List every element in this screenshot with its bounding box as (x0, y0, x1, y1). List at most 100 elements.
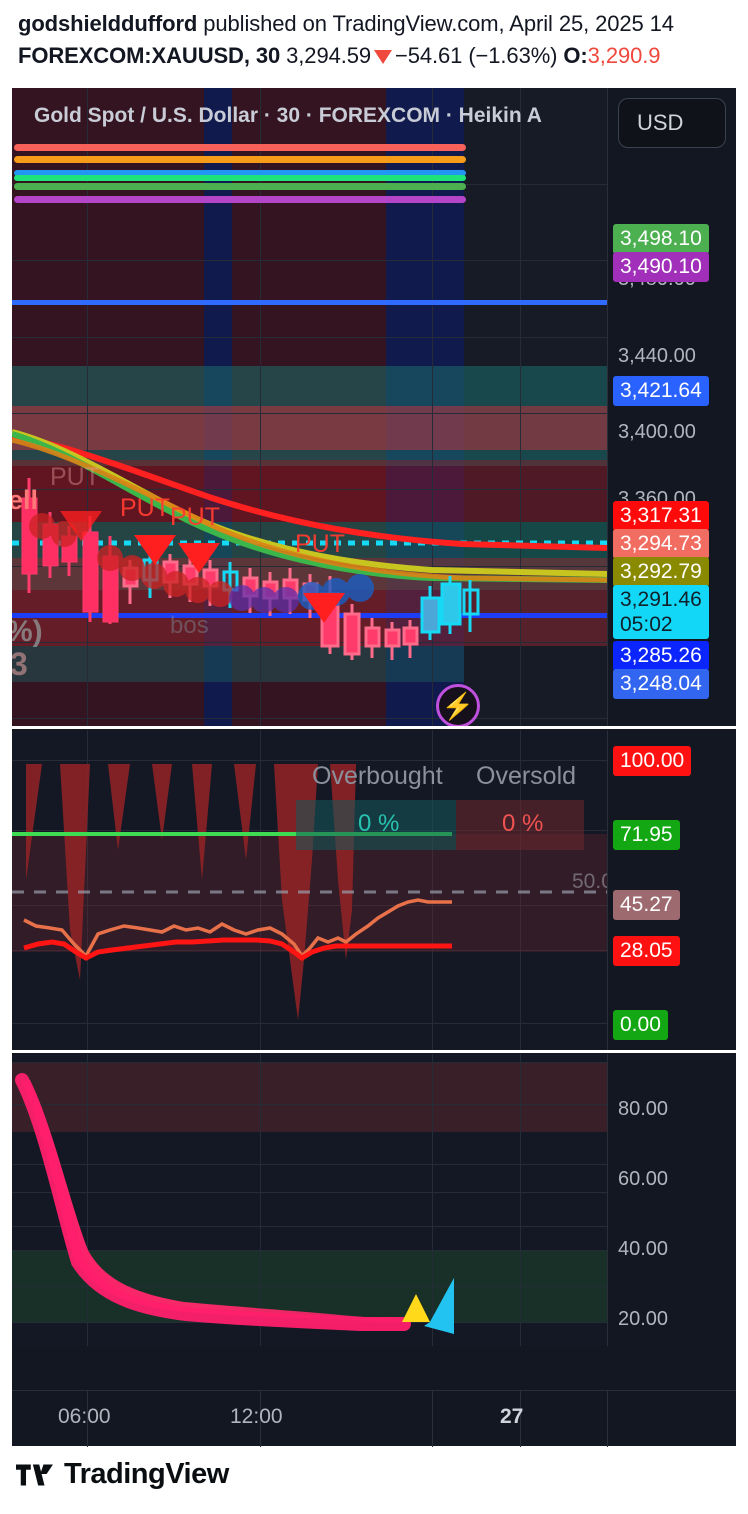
oscillator-badge[interactable]: 71.95 (613, 820, 680, 850)
gridline-v (87, 730, 88, 1050)
stochastic-tick: 40.00 (618, 1238, 669, 1260)
oscillator-pane[interactable]: Overbought Oversold 0 % 0 % 50.00 100.00… (12, 730, 736, 1050)
gridline-h (12, 1023, 607, 1024)
oscillator-badge[interactable]: 100.00 (613, 746, 692, 776)
gridline-h (12, 1062, 607, 1063)
put-triangle-icon (60, 511, 102, 541)
price-badge[interactable]: 3,248.04 (613, 669, 709, 699)
gridline-v (520, 730, 521, 1050)
gridline-h (12, 718, 607, 719)
clipped-three-text: 3 (12, 646, 28, 682)
oscillator-series (12, 764, 607, 1020)
stochastic-tick: 60.00 (618, 1168, 669, 1190)
level-line-purple (14, 196, 466, 203)
open-label: O: (563, 43, 588, 68)
oscillator-badge[interactable]: 0.00 (613, 1010, 668, 1040)
symbol-line: FOREXCOM:XAUUSD, 30 3,294.59 −54.61 (−1.6… (18, 40, 748, 72)
put-label: PUT (170, 503, 220, 531)
gridline-v (432, 88, 433, 726)
price-down-icon (374, 50, 392, 64)
stoch-overbought-zone (12, 1062, 607, 1132)
pane-separator (12, 726, 736, 729)
gridline-h (12, 642, 607, 643)
gridline-v (87, 1054, 88, 1346)
support-line-upper (12, 300, 607, 305)
zone-red-2 (12, 460, 607, 522)
oversold-box (456, 800, 584, 850)
tradingview-logo: TradingView (16, 1458, 229, 1491)
time-gridline (432, 1391, 433, 1447)
price-badge[interactable]: 3,291.46 05:02 (613, 585, 709, 639)
price-badge[interactable]: 3,421.64 (613, 376, 709, 406)
time-gridline (87, 1391, 88, 1447)
put-triangle-icon (178, 543, 220, 573)
symbol-ticker: FOREXCOM:XAUUSD, 30 (18, 43, 281, 68)
tradingview-wordmark: TradingView (64, 1458, 229, 1490)
stochastic-pane[interactable]: 80.00 60.00 40.00 20.00 (12, 1054, 736, 1346)
overbought-value: 0 % (358, 810, 400, 837)
gridline-v (520, 88, 521, 726)
gridline-h (12, 1250, 607, 1251)
price-badge[interactable]: 3,294.73 (613, 529, 709, 559)
oscillator-axis[interactable]: 100.00 71.95 45.27 28.05 0.00 (607, 730, 736, 1050)
level-line-orange (14, 156, 466, 163)
put-label: PUT (120, 494, 170, 522)
gridline-h (12, 760, 607, 761)
gridline-h (12, 1192, 607, 1193)
price-badge[interactable]: 3,317.31 (613, 501, 709, 531)
gridline-h (12, 905, 607, 906)
gridline-h (12, 1286, 607, 1287)
oversold-value: 0 % (502, 810, 544, 837)
bos-label: bos (170, 612, 209, 639)
gridline-h (12, 489, 607, 490)
hidden-tick-50: 50.00 (572, 870, 607, 893)
zone-teal-upper (12, 366, 607, 466)
gridline-v (260, 88, 261, 726)
put-triangle-icon (303, 593, 345, 623)
chart-title: Gold Spot / U.S. Dollar · 30 · FOREXCOM … (34, 104, 542, 127)
published-text: published on TradingView.com, April 25, … (197, 11, 674, 36)
price-axis[interactable]: 3,480.003,440.003,400.003,360.003,200.00… (607, 88, 736, 726)
pane-separator (12, 1050, 736, 1053)
level-line-blue (14, 170, 466, 176)
price-badge[interactable]: 3,285.26 (613, 641, 709, 671)
oversold-label: Oversold (476, 762, 577, 790)
gridline-h (12, 337, 607, 338)
clipped-sell-text: ell (12, 485, 39, 515)
level-line-red (14, 144, 466, 151)
last-price: 3,294.59 (286, 43, 371, 68)
stochastic-tick: 80.00 (618, 1098, 669, 1120)
price-badge[interactable]: 3,292.79 (613, 557, 709, 587)
stochastic-plot-area[interactable] (12, 1054, 607, 1346)
gridline-v (432, 1054, 433, 1346)
publication-header: godshielddufford published on TradingVie… (0, 0, 748, 84)
gridline-h (12, 566, 607, 567)
time-axis[interactable]: 06:00 12:00 27 (12, 1390, 736, 1447)
stochastic-axis[interactable]: 80.00 60.00 40.00 20.00 (607, 1054, 736, 1346)
stochastic-tick: 20.00 (618, 1308, 669, 1330)
time-gridline (607, 1391, 608, 1447)
stochastic-series (15, 1073, 454, 1334)
gridline-v (260, 1054, 261, 1346)
oscillator-plot-area[interactable]: Overbought Oversold 0 % 0 % 50.00 (12, 730, 607, 1050)
overbought-box (296, 800, 456, 850)
overbought-label: Overbought (312, 762, 443, 790)
tradingview-mark-icon (16, 1463, 53, 1486)
price-badge[interactable]: 3,490.10 (613, 252, 709, 282)
publication-line: godshielddufford published on TradingVie… (18, 8, 748, 40)
time-gridline (260, 1391, 261, 1447)
price-badge[interactable]: 3,498.10 (613, 224, 709, 254)
price-tick: 3,440.00 (618, 345, 696, 367)
author-name: godshielddufford (18, 11, 198, 36)
time-label: 06:00 (58, 1405, 111, 1428)
gridline-h (12, 1164, 607, 1165)
oscillator-badge[interactable]: 28.05 (613, 936, 680, 966)
lightning-icon[interactable]: ⚡ (436, 684, 480, 726)
level-line-green2 (14, 183, 466, 190)
put-label: PUT (295, 530, 345, 558)
oscillator-badge[interactable]: 45.27 (613, 890, 680, 920)
currency-button[interactable]: USD (618, 98, 726, 148)
